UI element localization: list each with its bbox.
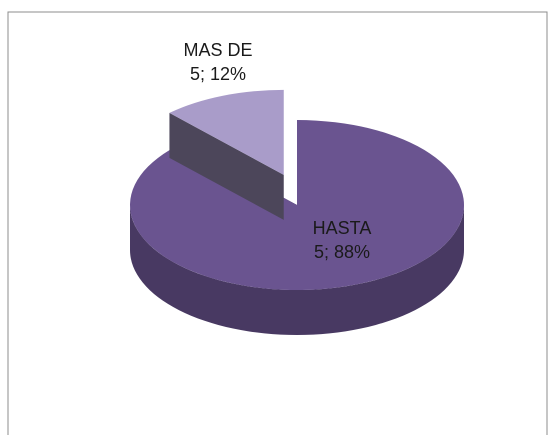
data-label: MAS DE 5; 12%	[183, 40, 253, 84]
slice-side	[130, 205, 464, 335]
slice-top	[169, 89, 284, 175]
data-label: HASTA 5; 88%	[312, 218, 372, 262]
pie-slice	[169, 89, 284, 220]
slice-face	[169, 112, 284, 220]
frame	[7, 11, 548, 435]
